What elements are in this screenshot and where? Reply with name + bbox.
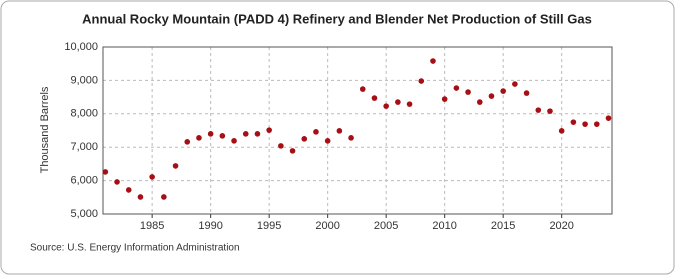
y-tick-label: 6,000 [70, 175, 98, 187]
x-tick-label: 2000 [315, 220, 339, 232]
data-point [406, 101, 413, 107]
data-point [570, 119, 577, 125]
x-tick-label: 2010 [432, 220, 456, 232]
data-point [172, 163, 179, 169]
x-tick-label: 2005 [374, 220, 398, 232]
data-point [512, 81, 518, 87]
data-point [558, 128, 565, 134]
data-point [231, 138, 237, 144]
y-tick-label: 8,000 [70, 108, 98, 120]
y-tick-label: 9,000 [70, 74, 98, 86]
x-tick-label: 1985 [140, 220, 164, 232]
x-tick-label: 2020 [549, 220, 573, 232]
data-point [488, 93, 495, 99]
data-point [266, 127, 272, 133]
plot-area [102, 46, 613, 215]
data-point [289, 148, 296, 154]
data-point [125, 187, 132, 193]
data-point [102, 169, 109, 175]
data-point [359, 86, 366, 92]
y-tick-label: 10,000 [64, 41, 98, 53]
data-point [313, 129, 319, 135]
data-point [430, 58, 436, 64]
data-point [242, 131, 249, 137]
data-point [149, 174, 155, 180]
data-point [137, 194, 144, 200]
data-point [605, 115, 612, 121]
data-point [301, 136, 308, 142]
data-point [114, 179, 120, 185]
data-point [324, 138, 331, 144]
data-point [207, 131, 214, 137]
data-point [441, 96, 448, 102]
data-point [523, 90, 530, 96]
x-tick-label: 2015 [491, 220, 515, 232]
data-point [196, 135, 202, 141]
data-point [336, 128, 343, 134]
data-point [184, 139, 191, 145]
data-point [219, 133, 226, 139]
y-tick-label: 7,000 [70, 141, 98, 153]
data-point [254, 131, 261, 137]
data-point [453, 85, 460, 91]
data-point [547, 108, 553, 114]
data-point [161, 194, 167, 200]
y-tick-label: 5,000 [70, 208, 98, 220]
x-tick-label: 1995 [257, 220, 281, 232]
data-point [278, 143, 284, 149]
data-point [593, 121, 600, 127]
data-point [348, 135, 354, 141]
chart-title: Annual Rocky Mountain (PADD 4) Refinery … [82, 11, 592, 26]
data-point [371, 95, 378, 101]
data-point [535, 107, 542, 113]
data-point [383, 103, 389, 109]
data-point [418, 78, 425, 84]
x-tick-label: 1990 [198, 220, 222, 232]
y-axis-label: Thousand Barrels [39, 86, 51, 173]
data-point [500, 88, 506, 94]
data-point [395, 99, 401, 105]
data-point [465, 89, 471, 95]
data-point [476, 99, 483, 105]
data-point [582, 121, 588, 127]
source-note: Source: U.S. Energy Information Administ… [30, 243, 240, 254]
